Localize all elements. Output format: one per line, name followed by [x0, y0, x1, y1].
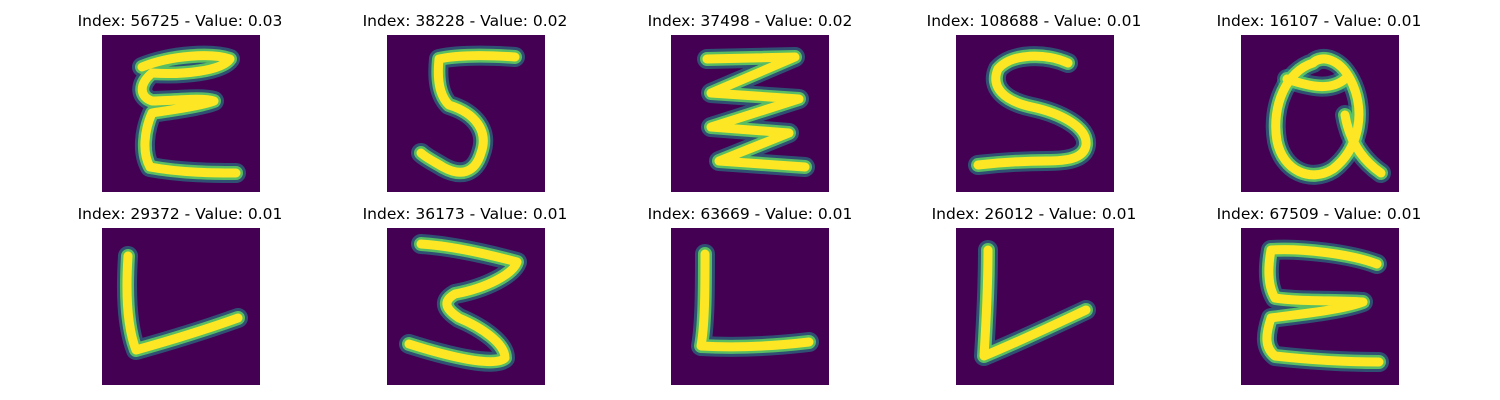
- handwritten-s-image: [956, 35, 1114, 192]
- tile-title-7: Index: 36173 - Value: 0.01: [362, 205, 568, 223]
- tile-title-2: Index: 38228 - Value: 0.02: [362, 12, 568, 30]
- handwritten-q-image: [1241, 35, 1399, 192]
- handwritten-5-image: [387, 35, 545, 192]
- tile-title-3: Index: 37498 - Value: 0.02: [647, 12, 853, 30]
- handwritten-e-image: [102, 35, 260, 192]
- handwritten-zigzag-image: [671, 35, 829, 192]
- tile-title-10: Index: 67509 - Value: 0.01: [1216, 205, 1422, 223]
- handwritten-l-image: [102, 228, 260, 385]
- tile-title-8: Index: 63669 - Value: 0.01: [647, 205, 853, 223]
- handwritten-3-image: [387, 228, 545, 385]
- handwritten-l-image: [671, 228, 829, 385]
- tile-title-1: Index: 56725 - Value: 0.03: [77, 12, 283, 30]
- handwritten-e-image: [1241, 228, 1399, 385]
- tile-title-5: Index: 16107 - Value: 0.01: [1216, 12, 1422, 30]
- tile-title-4: Index: 108688 - Value: 0.01: [926, 12, 1142, 30]
- tile-title-9: Index: 26012 - Value: 0.01: [931, 205, 1137, 223]
- tile-title-6: Index: 29372 - Value: 0.01: [77, 205, 283, 223]
- handwritten-l-image: [956, 228, 1114, 385]
